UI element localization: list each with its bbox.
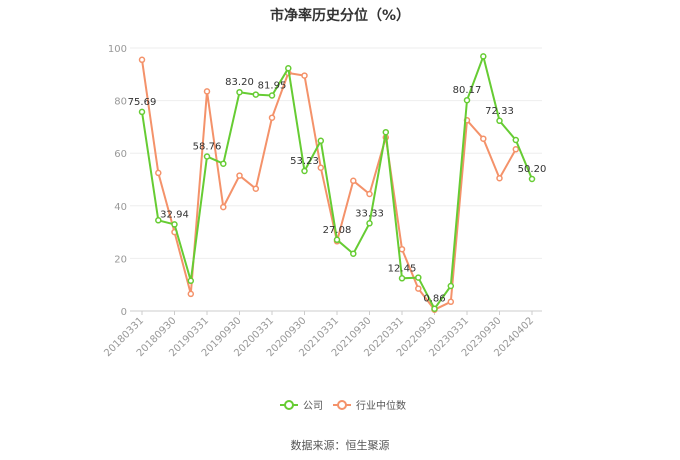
data-label: 72.33 bbox=[485, 106, 514, 117]
data-point-company[interactable] bbox=[366, 220, 373, 227]
data-point-company[interactable] bbox=[431, 305, 438, 312]
data-label: 58.76 bbox=[193, 142, 222, 153]
data-point-company[interactable] bbox=[220, 160, 227, 167]
data-label: 50.20 bbox=[518, 164, 547, 175]
data-point-company[interactable] bbox=[171, 221, 178, 228]
data-point-company[interactable] bbox=[382, 128, 390, 136]
data-point-company[interactable] bbox=[496, 117, 503, 125]
data-point-industry[interactable] bbox=[301, 72, 308, 79]
data-point-industry[interactable] bbox=[252, 185, 260, 192]
data-point-industry[interactable] bbox=[366, 190, 373, 198]
y-axis: 0 20 40 60 80 100 bbox=[108, 44, 127, 318]
data-label: 80.17 bbox=[453, 85, 482, 96]
data-label: 27.08 bbox=[323, 225, 352, 236]
data-point-industry[interactable] bbox=[496, 174, 503, 182]
data-point-company[interactable] bbox=[155, 217, 162, 224]
data-point-company[interactable] bbox=[203, 153, 211, 160]
data-point-company[interactable] bbox=[236, 88, 243, 96]
chart-title: 市净率历史分位（%） bbox=[270, 7, 410, 24]
data-point-company[interactable] bbox=[447, 282, 455, 290]
data-labels: 75.69 32.94 58.76 83.20 81.95 53.23 27.0833.33… bbox=[128, 77, 547, 305]
data-label: 33.33 bbox=[355, 208, 384, 219]
data-label: 75.69 bbox=[128, 97, 157, 108]
data-label: 0.86 bbox=[423, 294, 445, 305]
data-point-industry[interactable] bbox=[220, 203, 227, 211]
data-point-company[interactable] bbox=[333, 236, 341, 244]
data-point-industry[interactable] bbox=[350, 177, 357, 185]
data-point-company[interactable] bbox=[268, 92, 276, 99]
data-point-industry[interactable] bbox=[398, 245, 406, 253]
y-tick-label: 80 bbox=[114, 97, 127, 108]
y-tick-label: 100 bbox=[108, 44, 127, 55]
data-point-company[interactable] bbox=[138, 108, 146, 116]
data-point-company[interactable] bbox=[252, 91, 260, 98]
legend[interactable]: 公司 行业中位数 bbox=[280, 399, 406, 412]
data-point-industry[interactable] bbox=[155, 169, 162, 177]
data-point-industry[interactable] bbox=[317, 164, 325, 171]
y-tick-label: 0 bbox=[121, 307, 127, 318]
y-tick-label: 20 bbox=[114, 254, 127, 265]
data-label: 12.45 bbox=[388, 263, 417, 274]
y-tick-label: 60 bbox=[114, 149, 127, 160]
x-axis: 2018033120180930201903312019093020200331… bbox=[102, 311, 536, 359]
legend-label-company: 公司 bbox=[303, 401, 323, 412]
data-point-industry[interactable] bbox=[415, 285, 422, 292]
data-point-industry[interactable] bbox=[447, 298, 455, 306]
data-point-company[interactable] bbox=[350, 250, 357, 257]
legend-label-industry: 行业中位数 bbox=[356, 399, 406, 412]
data-label: 83.20 bbox=[225, 77, 254, 88]
data-point-industry[interactable] bbox=[268, 114, 276, 121]
data-point-company[interactable] bbox=[512, 136, 520, 144]
data-point-industry[interactable] bbox=[187, 290, 195, 298]
data-label: 81.95 bbox=[258, 81, 287, 92]
data-point-industry[interactable] bbox=[203, 88, 211, 95]
data-label: 32.94 bbox=[160, 209, 189, 220]
data-point-industry[interactable] bbox=[480, 135, 487, 142]
series-lines bbox=[138, 53, 536, 313]
series-line-industry bbox=[141, 59, 517, 311]
data-point-company[interactable] bbox=[398, 275, 406, 282]
legend-item-industry[interactable]: 行业中位数 bbox=[333, 399, 406, 412]
data-point-company[interactable] bbox=[285, 65, 292, 72]
data-point-company[interactable] bbox=[301, 167, 308, 175]
data-point-company[interactable] bbox=[463, 96, 471, 104]
data-point-industry[interactable] bbox=[236, 172, 243, 179]
data-point-industry[interactable] bbox=[138, 56, 146, 64]
y-tick-label: 40 bbox=[114, 202, 127, 213]
data-point-company[interactable] bbox=[187, 277, 195, 285]
data-source: 数据来源：恒生聚源 bbox=[291, 438, 390, 452]
data-point-company[interactable] bbox=[480, 53, 487, 60]
data-point-industry[interactable] bbox=[512, 146, 520, 153]
data-point-company[interactable] bbox=[317, 137, 325, 145]
data-label: 53.23 bbox=[290, 156, 319, 167]
data-point-company[interactable] bbox=[415, 274, 422, 281]
legend-item-company[interactable]: 公司 bbox=[280, 400, 323, 412]
data-point-company[interactable] bbox=[528, 175, 536, 183]
